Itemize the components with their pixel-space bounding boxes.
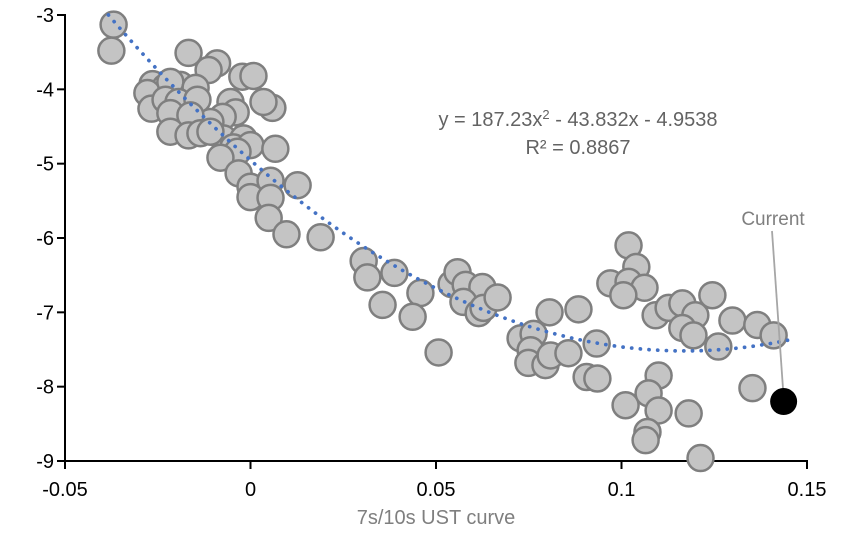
- scatter-point: [686, 443, 715, 473]
- equation-prefix: y = 187.23x: [438, 109, 542, 131]
- scatter-point: [424, 338, 453, 367]
- current-leader-line: [771, 230, 785, 398]
- scatter-point: [306, 223, 335, 252]
- scatter-point: [406, 278, 435, 308]
- scatter-point: [535, 298, 564, 327]
- scatter-point: [254, 203, 283, 233]
- equation-label: y = 187.23x2 - 43.832x - 4.9538: [438, 107, 717, 131]
- equation-superscript: 2: [542, 107, 549, 122]
- y-tick-label: -4: [36, 79, 54, 101]
- scatter-point: [564, 295, 593, 324]
- scatter-point: [368, 290, 397, 320]
- scatter-points: [97, 10, 788, 473]
- scatter-point: [249, 87, 278, 117]
- y-tick-label: -5: [36, 154, 54, 176]
- y-tick-label: -6: [36, 228, 54, 250]
- scatter-point: [483, 283, 512, 312]
- x-tick-label: 0: [245, 479, 256, 501]
- scatter-point: [380, 258, 409, 288]
- scatter-point: [698, 280, 727, 310]
- current-annotation-label: Current: [741, 209, 805, 230]
- x-tick-label: 0.15: [788, 479, 827, 501]
- trendline-dotted: [106, 13, 793, 353]
- x-tick-label: 0.1: [608, 479, 636, 501]
- x-axis-title: 7s/10s UST curve: [357, 507, 516, 529]
- scatter-point: [679, 321, 708, 350]
- y-tick-label: -3: [36, 5, 54, 27]
- scatter-point: [718, 306, 747, 335]
- scatter-point: [353, 263, 382, 292]
- scatter-point: [611, 391, 640, 420]
- r-squared-label: R² = 0.8867: [525, 137, 630, 159]
- scatter-point: [99, 10, 128, 39]
- scatter-point: [674, 399, 703, 428]
- scatter-point: [398, 302, 427, 332]
- x-tick-label: -0.05: [42, 479, 88, 501]
- scatter-point: [283, 170, 312, 200]
- current-point: [770, 388, 798, 416]
- scatter-point: [261, 134, 290, 164]
- scatter-point: [196, 117, 225, 146]
- y-tick-label: -9: [36, 451, 54, 473]
- axes: [57, 14, 808, 469]
- scatter-point: [272, 220, 301, 249]
- equation-suffix: - 43.832x - 4.9538: [550, 109, 718, 131]
- scatter-point: [583, 364, 612, 393]
- y-tick-label: -8: [36, 377, 54, 399]
- scatter-point: [97, 36, 126, 65]
- scatter-point: [239, 61, 268, 91]
- scatter-point: [174, 38, 203, 68]
- scatter-point: [609, 280, 638, 310]
- y-tick-label: -7: [36, 302, 54, 324]
- scatter-point: [554, 338, 583, 368]
- x-tick-label: 0.05: [417, 479, 456, 501]
- scatter-point: [704, 332, 733, 361]
- scatter-point: [759, 321, 788, 350]
- scatter-point: [631, 425, 660, 455]
- scatter-point: [206, 143, 235, 172]
- scatter-point: [738, 373, 767, 403]
- tick-labels: -3 -4 -5 -6 -7 -8 -9 -0.05 0 0.05 0.1 0.15: [36, 5, 826, 501]
